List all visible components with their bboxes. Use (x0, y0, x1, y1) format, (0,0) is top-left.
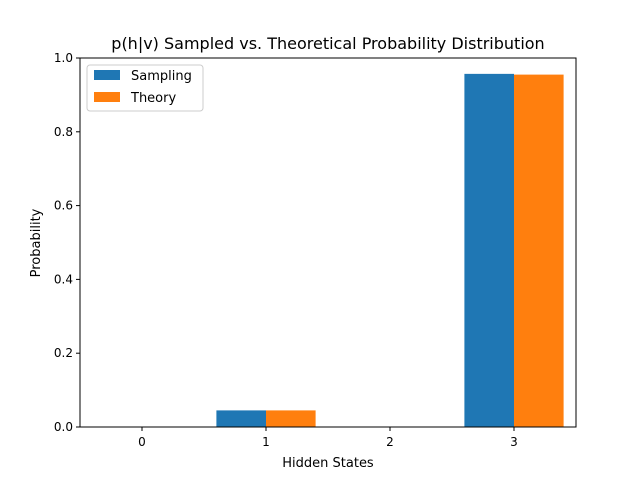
bar-theory-3 (514, 74, 564, 427)
legend: Sampling Theory (86, 64, 204, 112)
y-axis-ticks: 0.0 0.2 0.4 0.6 0.8 1.0 (54, 51, 80, 434)
y-tick-label: 0.4 (54, 272, 73, 286)
x-tick-label: 2 (386, 435, 394, 449)
y-tick-label: 0.8 (54, 125, 73, 139)
x-tick-label: 0 (138, 435, 146, 449)
y-tick-label: 0.6 (54, 199, 73, 213)
legend-label-sampling: Sampling (131, 69, 192, 84)
y-tick-label: 0.2 (54, 346, 73, 360)
plot-frame (79, 57, 577, 428)
x-axis-ticks: 0 1 2 3 (138, 427, 518, 449)
bars-group (216, 73, 564, 427)
legend-swatch-sampling (94, 70, 120, 80)
legend-label-theory: Theory (130, 91, 176, 106)
bar-sampling-3 (464, 73, 514, 427)
y-tick-label: 1.0 (54, 51, 73, 65)
legend-swatch-theory (94, 92, 120, 102)
y-tick-label: 0.0 (54, 420, 73, 434)
bar-sampling-1 (216, 410, 266, 427)
x-tick-label: 3 (510, 435, 518, 449)
chart-title: p(h|v) Sampled vs. Theoretical Probabili… (111, 34, 544, 53)
x-axis-label: Hidden States (282, 456, 374, 471)
x-tick-label: 1 (262, 435, 270, 449)
bar-theory-1 (266, 410, 316, 427)
y-axis-label: Probability (29, 208, 44, 277)
